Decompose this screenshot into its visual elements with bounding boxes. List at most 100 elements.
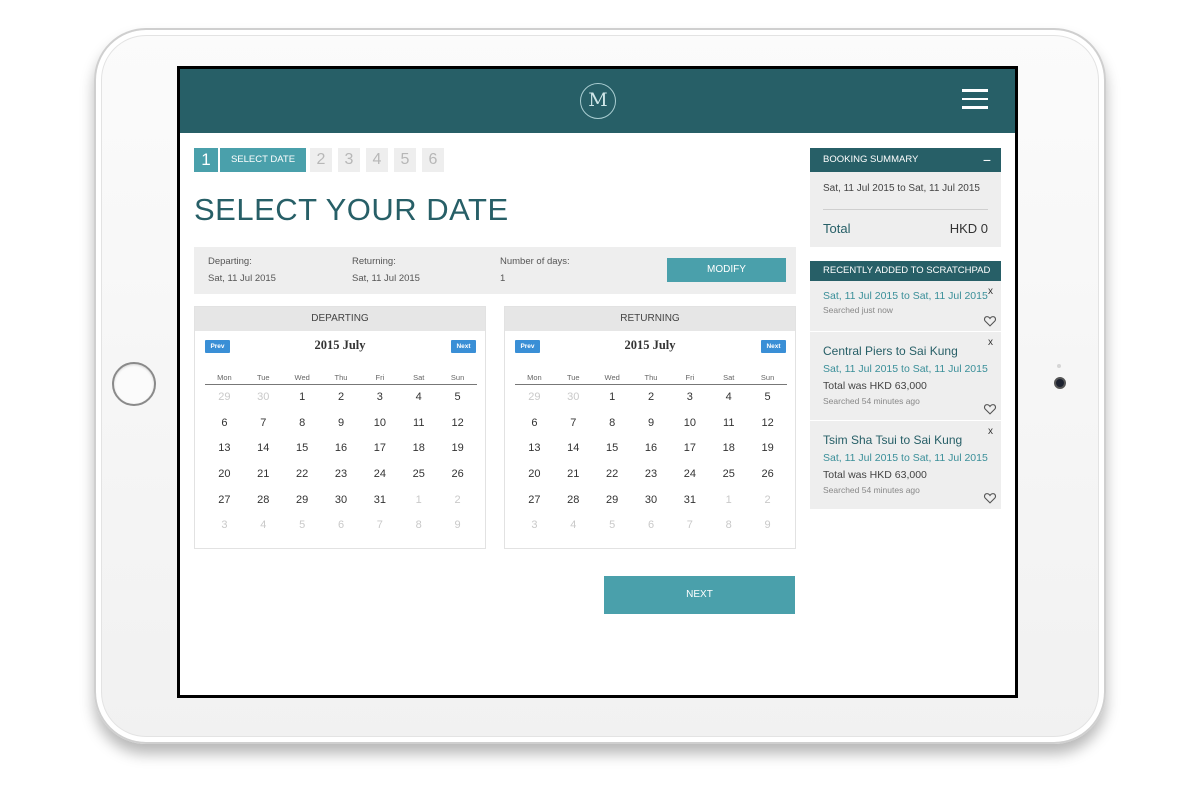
- calendar-week: 6 7 8 9 10 11 12: [205, 411, 477, 437]
- calendar-day[interactable]: 26: [761, 468, 774, 481]
- next-month-button[interactable]: Next: [451, 340, 476, 353]
- calendar-day[interactable]: 8: [609, 416, 616, 429]
- remove-icon[interactable]: x: [988, 337, 993, 348]
- calendar-nav: Prev 2015 July Next: [195, 331, 485, 363]
- calendar-day[interactable]: 17: [373, 442, 386, 455]
- step-current-number[interactable]: 1: [194, 148, 218, 172]
- calendar-day[interactable]: 15: [296, 442, 309, 455]
- step-4[interactable]: 4: [366, 148, 388, 172]
- calendar-day[interactable]: 22: [296, 468, 309, 481]
- heart-icon[interactable]: [983, 403, 997, 415]
- calendar-day[interactable]: 30: [644, 493, 658, 506]
- calendar-day[interactable]: 15: [606, 442, 619, 455]
- weekday-label: Wed: [604, 373, 620, 382]
- calendar-day[interactable]: 23: [334, 468, 348, 481]
- calendar-day[interactable]: 10: [373, 416, 386, 429]
- calendar-day[interactable]: 7: [260, 416, 267, 429]
- heart-icon[interactable]: [983, 492, 997, 504]
- calendar-day[interactable]: 6: [221, 416, 228, 429]
- calendar-day[interactable]: 26: [451, 468, 464, 481]
- scratchpad-item-total: Total was HKD 63,000: [823, 380, 927, 392]
- calendar-day[interactable]: 22: [606, 468, 619, 481]
- calendar-day[interactable]: 5: [764, 391, 771, 403]
- calendar-day[interactable]: 29: [296, 493, 309, 506]
- calendar-day[interactable]: 27: [528, 493, 541, 506]
- calendar-day[interactable]: 23: [644, 468, 658, 481]
- calendar-day[interactable]: 29: [606, 493, 619, 506]
- calendar-day[interactable]: 11: [413, 416, 425, 429]
- logo-icon[interactable]: M: [580, 83, 616, 119]
- calendar-day[interactable]: 14: [567, 442, 580, 455]
- calendar-day[interactable]: 20: [528, 468, 541, 481]
- collapse-icon[interactable]: −: [982, 152, 991, 168]
- calendar-day[interactable]: 2: [337, 391, 345, 403]
- calendar-day[interactable]: 10: [683, 416, 696, 429]
- calendar-day[interactable]: 4: [725, 391, 732, 403]
- calendar-day[interactable]: 4: [415, 391, 422, 403]
- calendar-day[interactable]: 18: [722, 442, 735, 455]
- calendar-day[interactable]: 21: [257, 468, 270, 481]
- scratchpad-item[interactable]: x Central Piers to Sai Kung Sat, 11 Jul …: [810, 332, 1001, 421]
- calendar-day[interactable]: 20: [218, 468, 231, 481]
- prev-month-button[interactable]: Prev: [205, 340, 230, 353]
- calendar-day[interactable]: 16: [644, 442, 658, 455]
- calendar-day[interactable]: 7: [570, 416, 577, 429]
- step-3[interactable]: 3: [338, 148, 360, 172]
- calendar-day[interactable]: 5: [454, 391, 461, 403]
- scratchpad-item[interactable]: x Sat, 11 Jul 2015 to Sat, 11 Jul 2015 S…: [810, 281, 1001, 332]
- calendar-day[interactable]: 9: [337, 416, 345, 429]
- step-6[interactable]: 6: [422, 148, 444, 172]
- calendar-day[interactable]: 12: [451, 416, 464, 429]
- calendar-day[interactable]: 3: [376, 391, 383, 403]
- calendar-day[interactable]: 25: [722, 468, 735, 481]
- calendar-day[interactable]: 1: [299, 391, 306, 403]
- calendar-day[interactable]: 31: [373, 493, 386, 506]
- step-current-label[interactable]: SELECT DATE: [220, 148, 306, 172]
- calendar-day-outside-month: 8: [725, 519, 732, 532]
- next-month-button[interactable]: Next: [761, 340, 786, 353]
- calendar-day[interactable]: 28: [257, 493, 270, 506]
- modify-button[interactable]: MODIFY: [667, 258, 786, 282]
- calendar-day[interactable]: 3: [686, 391, 693, 403]
- calendar-day[interactable]: 30: [334, 493, 348, 506]
- returning-info: Returning: Sat, 11 Jul 2015: [352, 256, 420, 284]
- calendar-day-outside-month: 7: [376, 519, 383, 532]
- calendar-day[interactable]: 1: [609, 391, 616, 403]
- calendar-day[interactable]: 19: [761, 442, 774, 455]
- weekday-label: Fri: [685, 373, 695, 382]
- booking-summary-header: BOOKING SUMMARY −: [810, 148, 1001, 172]
- step-2[interactable]: 2: [310, 148, 332, 172]
- prev-month-button[interactable]: Prev: [515, 340, 540, 353]
- calendar-day[interactable]: 16: [334, 442, 348, 455]
- calendar-day[interactable]: 24: [683, 468, 696, 481]
- calendar-day[interactable]: 25: [412, 468, 425, 481]
- calendar-day[interactable]: 9: [647, 416, 655, 429]
- calendar-day[interactable]: 18: [412, 442, 425, 455]
- calendar-day[interactable]: 21: [567, 468, 580, 481]
- calendar-month: 2015 July: [624, 338, 676, 352]
- calendar-day[interactable]: 19: [451, 442, 464, 455]
- scratchpad-item[interactable]: x Tsim Sha Tsui to Sai Kung Sat, 11 Jul …: [810, 421, 1001, 510]
- calendar-day[interactable]: 27: [218, 493, 231, 506]
- calendar-day-outside-month: 1: [725, 493, 732, 506]
- calendar-day[interactable]: 2: [647, 391, 655, 403]
- next-button[interactable]: NEXT: [604, 576, 795, 614]
- remove-icon[interactable]: x: [988, 426, 993, 437]
- calendar-day[interactable]: 6: [531, 416, 538, 429]
- remove-icon[interactable]: x: [988, 286, 993, 297]
- summary-total-label: Total: [823, 221, 851, 236]
- calendar-day[interactable]: 12: [761, 416, 774, 429]
- calendar-day[interactable]: 17: [683, 442, 696, 455]
- calendar-day[interactable]: 28: [567, 493, 580, 506]
- calendar-day[interactable]: 24: [373, 468, 386, 481]
- heart-icon[interactable]: [983, 315, 997, 327]
- calendar-day[interactable]: 31: [683, 493, 696, 506]
- calendar-day[interactable]: 13: [218, 442, 231, 455]
- step-5[interactable]: 5: [394, 148, 416, 172]
- calendar-day[interactable]: 11: [723, 416, 735, 429]
- calendar-day[interactable]: 13: [528, 442, 541, 455]
- home-button[interactable]: [112, 362, 156, 406]
- hamburger-icon[interactable]: [962, 89, 988, 109]
- calendar-day[interactable]: 14: [257, 442, 270, 455]
- calendar-day[interactable]: 8: [299, 416, 306, 429]
